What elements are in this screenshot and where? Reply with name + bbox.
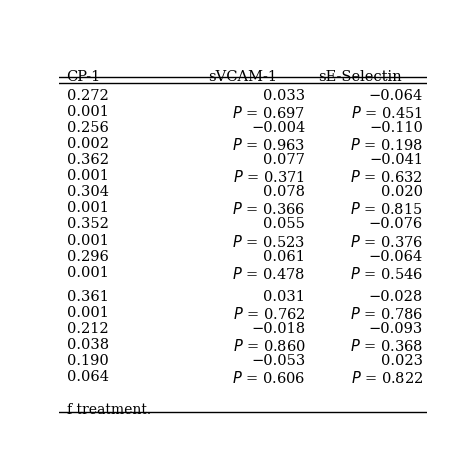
Text: $\mathit{P}$ = 0.366: $\mathit{P}$ = 0.366 xyxy=(232,201,305,218)
Text: 0.256: 0.256 xyxy=(66,121,109,135)
Text: 0.304: 0.304 xyxy=(66,185,109,200)
Text: −0.064: −0.064 xyxy=(369,89,423,103)
Text: $\mathit{P}$ = 0.815: $\mathit{P}$ = 0.815 xyxy=(350,201,423,218)
Text: $\mathit{P}$ = 0.376: $\mathit{P}$ = 0.376 xyxy=(350,234,423,249)
Text: $\mathit{P}$ = 0.697: $\mathit{P}$ = 0.697 xyxy=(232,105,305,121)
Text: 0.361: 0.361 xyxy=(66,290,109,304)
Text: 0.077: 0.077 xyxy=(264,153,305,167)
Text: 0.352: 0.352 xyxy=(66,218,109,231)
Text: $\mathit{P}$ = 0.606: $\mathit{P}$ = 0.606 xyxy=(232,370,305,386)
Text: 0.031: 0.031 xyxy=(264,290,305,304)
Text: 0.023: 0.023 xyxy=(381,354,423,368)
Text: $\mathit{P}$ = 0.478: $\mathit{P}$ = 0.478 xyxy=(232,265,305,282)
Text: −0.041: −0.041 xyxy=(369,153,423,167)
Text: 0.212: 0.212 xyxy=(66,322,108,336)
Text: −0.110: −0.110 xyxy=(369,121,423,135)
Text: f treatment.: f treatment. xyxy=(66,403,151,418)
Text: $\mathit{P}$ = 0.860: $\mathit{P}$ = 0.860 xyxy=(233,338,305,354)
Text: 0.001: 0.001 xyxy=(66,201,109,215)
Text: sE-Selectin: sE-Selectin xyxy=(319,70,402,83)
Text: 0.001: 0.001 xyxy=(66,105,109,119)
Text: 0.002: 0.002 xyxy=(66,137,109,151)
Text: 0.272: 0.272 xyxy=(66,89,109,103)
Text: 0.001: 0.001 xyxy=(66,234,109,247)
Text: sVCAM-1: sVCAM-1 xyxy=(209,70,277,83)
Text: $\mathit{P}$ = 0.963: $\mathit{P}$ = 0.963 xyxy=(232,137,305,153)
Text: 0.038: 0.038 xyxy=(66,338,109,352)
Text: −0.064: −0.064 xyxy=(369,250,423,264)
Text: $\mathit{P}$ = 0.546: $\mathit{P}$ = 0.546 xyxy=(350,265,423,282)
Text: −0.018: −0.018 xyxy=(251,322,305,336)
Text: 0.020: 0.020 xyxy=(381,185,423,200)
Text: $\mathit{P}$ = 0.786: $\mathit{P}$ = 0.786 xyxy=(350,306,423,322)
Text: 0.190: 0.190 xyxy=(66,354,109,368)
Text: −0.093: −0.093 xyxy=(369,322,423,336)
Text: 0.055: 0.055 xyxy=(264,218,305,231)
Text: −0.076: −0.076 xyxy=(369,218,423,231)
Text: CP-1: CP-1 xyxy=(66,70,101,83)
Text: $\mathit{P}$ = 0.632: $\mathit{P}$ = 0.632 xyxy=(350,169,423,185)
Text: 0.296: 0.296 xyxy=(66,250,109,264)
Text: $\mathit{P}$ = 0.523: $\mathit{P}$ = 0.523 xyxy=(232,234,305,249)
Text: −0.028: −0.028 xyxy=(369,290,423,304)
Text: $\mathit{P}$ = 0.371: $\mathit{P}$ = 0.371 xyxy=(233,169,305,185)
Text: $\mathit{P}$ = 0.368: $\mathit{P}$ = 0.368 xyxy=(350,338,423,354)
Text: 0.362: 0.362 xyxy=(66,153,109,167)
Text: 0.064: 0.064 xyxy=(66,370,109,384)
Text: 0.001: 0.001 xyxy=(66,265,109,280)
Text: $\mathit{P}$ = 0.762: $\mathit{P}$ = 0.762 xyxy=(233,306,305,322)
Text: 0.061: 0.061 xyxy=(264,250,305,264)
Text: 0.001: 0.001 xyxy=(66,306,109,320)
Text: $\mathit{P}$ = 0.451: $\mathit{P}$ = 0.451 xyxy=(351,105,423,121)
Text: $\mathit{P}$ = 0.198: $\mathit{P}$ = 0.198 xyxy=(350,137,423,153)
Text: 0.078: 0.078 xyxy=(264,185,305,200)
Text: −0.053: −0.053 xyxy=(251,354,305,368)
Text: −0.004: −0.004 xyxy=(251,121,305,135)
Text: 0.033: 0.033 xyxy=(263,89,305,103)
Text: 0.001: 0.001 xyxy=(66,169,109,183)
Text: $\mathit{P}$ = 0.822: $\mathit{P}$ = 0.822 xyxy=(351,370,423,386)
